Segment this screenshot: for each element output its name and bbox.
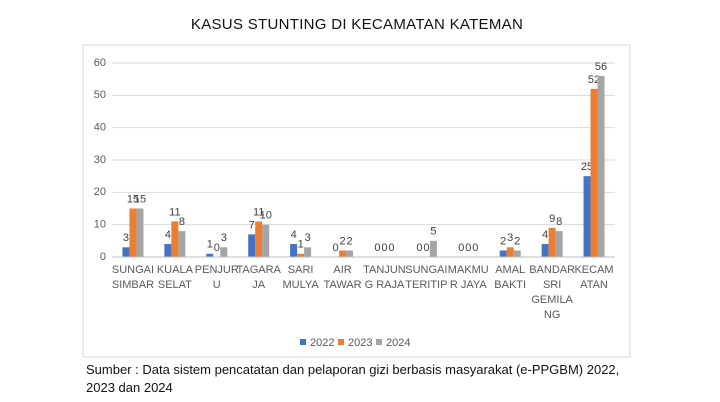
data-label: 25 <box>581 161 593 173</box>
data-label: 7 <box>249 219 255 231</box>
bar <box>548 227 556 257</box>
bar <box>171 221 179 257</box>
bar <box>541 244 549 257</box>
bar <box>339 250 347 257</box>
data-label: 2 <box>514 235 520 247</box>
data-label: 0 <box>416 242 422 254</box>
bar <box>178 231 186 257</box>
y-tick-label: 50 <box>94 89 106 101</box>
data-label: 2 <box>339 235 345 247</box>
data-label: 0 <box>465 242 471 254</box>
data-label: 56 <box>595 61 607 73</box>
x-tick-label: TAGARAJA <box>236 264 281 291</box>
bar <box>262 224 270 257</box>
data-label: 0 <box>423 242 429 254</box>
x-tick-label: KECAMATAN <box>574 264 614 291</box>
legend-swatch <box>300 339 306 345</box>
data-label: 10 <box>260 210 272 222</box>
bar <box>583 176 591 257</box>
data-label: 1 <box>298 239 304 251</box>
data-label: 0 <box>214 242 220 254</box>
bar <box>499 250 507 257</box>
y-tick-label: 20 <box>94 186 106 198</box>
data-label: 3 <box>507 232 513 244</box>
x-tick-label: BANDAR SRI GEMILANG <box>529 264 576 321</box>
bar <box>290 244 298 257</box>
data-label: 0 <box>472 242 478 254</box>
x-tick-label: KUALA SELAT <box>156 264 193 291</box>
y-tick-label: 40 <box>94 122 106 134</box>
data-label: 4 <box>165 229 171 241</box>
bar <box>297 253 305 257</box>
bar <box>255 221 263 257</box>
data-label: 2 <box>346 235 352 247</box>
legend-label: 2023 <box>348 337 372 349</box>
data-label: 52 <box>588 74 600 86</box>
y-tick-label: 0 <box>100 251 106 263</box>
data-label: 15 <box>127 193 139 205</box>
bar <box>346 250 354 257</box>
bar <box>513 250 521 257</box>
data-label: 11 <box>253 206 264 218</box>
bar <box>129 208 137 257</box>
bar <box>122 247 130 257</box>
x-tick-label: TANJUNG RAJA <box>363 264 406 291</box>
data-label: 11 <box>169 206 180 218</box>
chart-title: KASUS STUNTING DI KECAMATAN KATEMAN <box>191 16 523 33</box>
bar <box>206 253 214 257</box>
bar <box>555 231 563 257</box>
data-label: 15 <box>134 193 146 205</box>
data-label: 1 <box>207 239 213 251</box>
data-label: 9 <box>549 213 555 225</box>
source-note: Sumber : Data sistem pencatatan dan pela… <box>86 362 620 395</box>
x-tick-label: SUNGAI TERITIP <box>405 264 448 291</box>
x-tick-label: MAKMUR JAYA <box>447 264 489 291</box>
data-label: 0 <box>332 242 338 254</box>
data-label: 3 <box>123 232 129 244</box>
data-label: 0 <box>381 242 387 254</box>
bar <box>590 88 598 257</box>
data-label: 4 <box>291 229 297 241</box>
x-tick-label: AMAL BAKTI <box>494 264 527 291</box>
data-label: 3 <box>221 232 227 244</box>
bar <box>304 247 312 257</box>
legend-swatch <box>376 339 382 345</box>
bar <box>248 234 256 257</box>
data-label: 0 <box>374 242 380 254</box>
data-label: 8 <box>179 216 185 228</box>
x-tick-label: SARI MULYA <box>282 264 319 291</box>
data-label: 0 <box>388 242 394 254</box>
data-label: 0 <box>458 242 464 254</box>
data-label: 4 <box>542 229 548 241</box>
y-tick-label: 60 <box>94 57 106 69</box>
bar <box>220 247 228 257</box>
bar <box>597 75 605 257</box>
x-tick-label: PENJURU <box>194 264 239 291</box>
bar <box>506 247 514 257</box>
bar <box>164 244 172 257</box>
bar <box>429 240 437 257</box>
chart-frame <box>82 44 631 358</box>
y-tick-label: 10 <box>94 219 106 231</box>
bar <box>136 208 144 257</box>
data-label: 3 <box>305 232 311 244</box>
y-tick-label: 30 <box>94 154 106 166</box>
x-tick-label: SUNGAI SIMBAR <box>111 264 155 291</box>
x-tick-label: AIR TAWAR <box>323 264 362 291</box>
data-label: 2 <box>500 235 506 247</box>
legend-label: 2022 <box>310 337 334 349</box>
data-label: 5 <box>430 226 436 238</box>
legend-swatch <box>338 339 344 345</box>
data-label: 8 <box>556 216 562 228</box>
legend-label: 2024 <box>386 337 410 349</box>
